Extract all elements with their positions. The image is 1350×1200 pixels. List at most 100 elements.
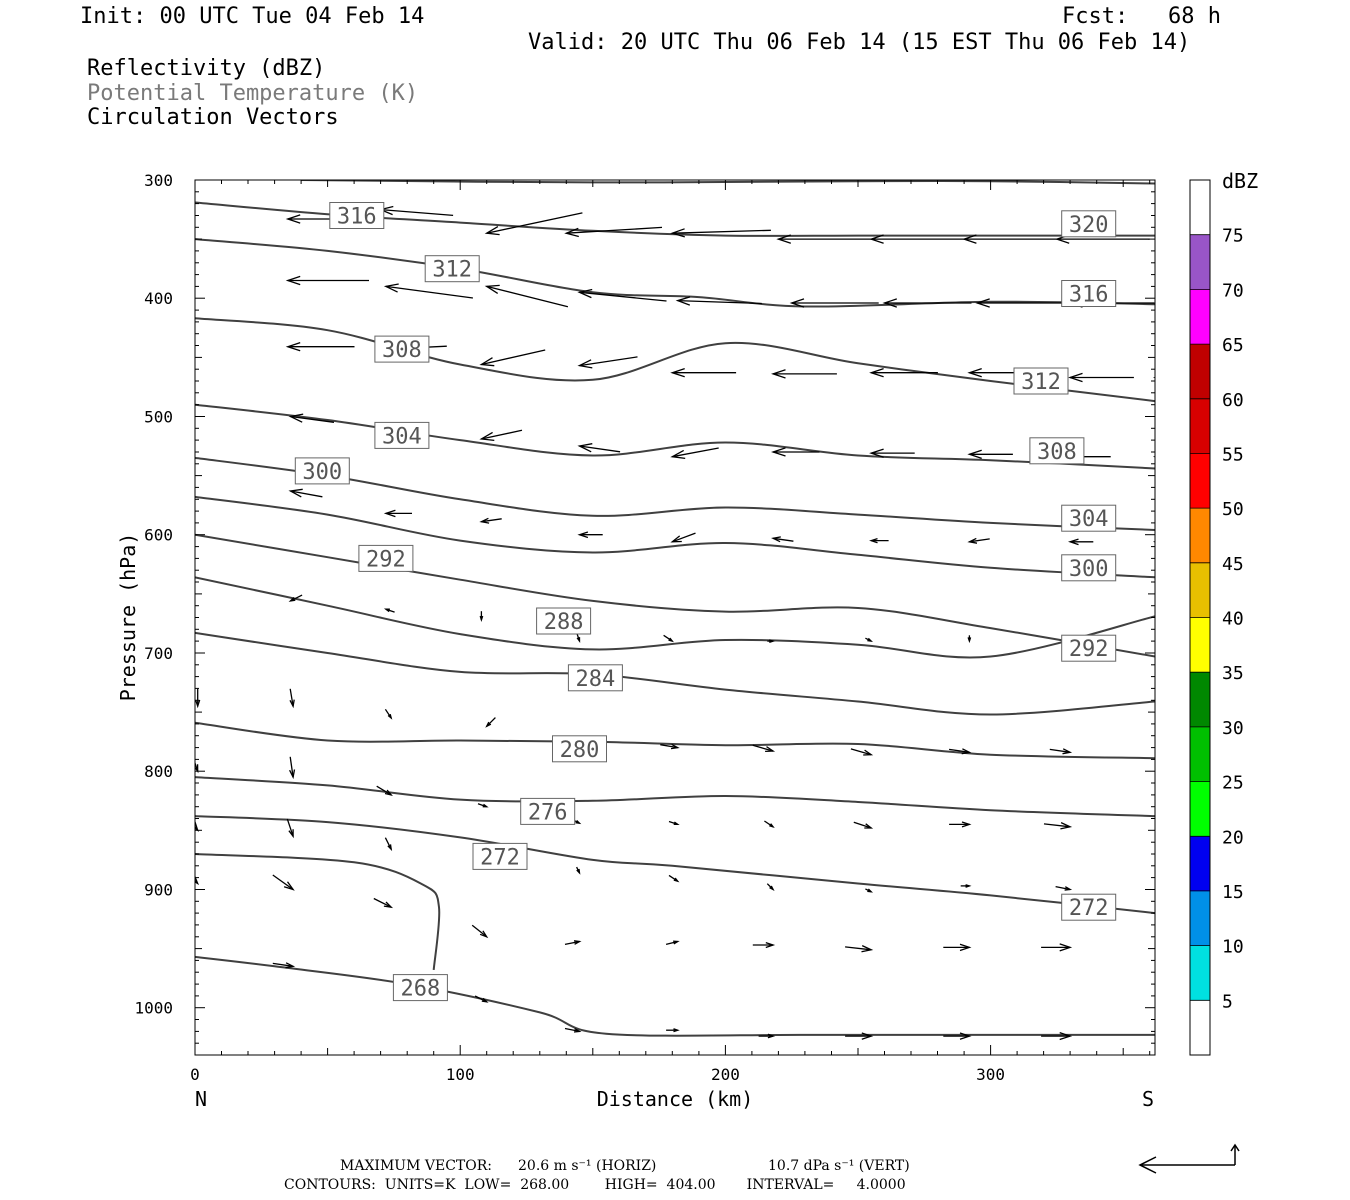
circulation-vector <box>1049 748 1073 755</box>
theta-contour-272 <box>195 815 1155 915</box>
circulation-vector <box>485 717 496 728</box>
vector-arrowhead <box>288 597 296 602</box>
theta-contour-288 <box>195 576 1155 659</box>
vector-arrowhead <box>769 885 775 891</box>
circulation-vector <box>285 341 355 352</box>
vector-arrowhead <box>387 844 393 852</box>
vector-shaft <box>384 837 392 850</box>
vector-arrowhead <box>576 637 581 644</box>
circulation-vector <box>949 748 972 755</box>
circulation-vector <box>960 884 972 888</box>
reference-vector-icon <box>1138 1143 1240 1174</box>
contour-label-text: 304 <box>1069 507 1109 532</box>
vector-shaft <box>579 445 621 453</box>
colorbar-title: dBZ <box>1222 169 1258 193</box>
vector-shaft <box>969 538 990 543</box>
vector-arrowhead <box>670 449 686 460</box>
theta-contour-308 <box>195 317 1155 403</box>
vector-shaft <box>481 349 546 366</box>
vector-shaft <box>1049 748 1071 753</box>
contour-label-text: 308 <box>1037 440 1077 465</box>
valid-time: Valid: 20 UTC Thu 06 Feb 14 (15 EST Thu … <box>528 30 1191 55</box>
contour-label-box <box>1061 280 1117 307</box>
vector-shaft <box>564 940 580 946</box>
vector-arrowhead <box>479 431 495 442</box>
contour-label-text: 272 <box>480 845 520 870</box>
vector-shaft <box>850 748 872 756</box>
circulation-vector <box>479 349 546 367</box>
vector-shaft <box>195 761 199 772</box>
circulation-vector <box>869 367 938 378</box>
vector-arrowhead <box>869 537 878 544</box>
vector-shaft <box>672 532 696 543</box>
contour-label-box <box>1061 634 1117 662</box>
vector-arrowhead <box>769 823 775 828</box>
vector-arrowhead <box>673 940 680 945</box>
vector-arrowhead <box>479 615 484 622</box>
contour-label-text: 272 <box>1069 896 1109 921</box>
circulation-vector <box>1068 372 1134 383</box>
circulation-vector <box>665 940 680 946</box>
circulation-vector <box>853 821 874 829</box>
circulation-vector <box>967 537 990 544</box>
colorbar-segment <box>1190 1000 1210 1056</box>
vector-arrowhead <box>484 226 500 236</box>
vector-arrowhead <box>1068 372 1083 383</box>
colorbar-label: 45 <box>1222 554 1244 575</box>
y-tick-label: 900 <box>144 881 173 900</box>
colorbar-label: 5 <box>1222 991 1233 1012</box>
circulation-vector <box>967 449 1013 460</box>
vector-arrowhead <box>288 488 303 498</box>
circulation-vector <box>670 228 771 238</box>
colorbar-label: 10 <box>1222 937 1244 958</box>
circulation-vector <box>272 874 295 891</box>
x-axis-title: Distance (km) <box>597 1087 754 1111</box>
vector-arrowhead <box>967 637 972 644</box>
vector-arrowhead <box>383 608 390 613</box>
circulation-vector <box>1041 1031 1073 1041</box>
contour-label-text: 308 <box>382 338 422 363</box>
plot-frame <box>194 179 1156 1056</box>
circulation-vector <box>764 820 775 828</box>
vector-arrowhead <box>789 298 805 308</box>
contour-label-box <box>329 202 385 229</box>
vector-arrowhead <box>882 298 898 308</box>
colorbar-segment <box>1190 180 1210 235</box>
vector-arrowhead <box>577 443 593 453</box>
circulation-vector <box>670 532 696 543</box>
circulation-vector <box>949 821 972 828</box>
vector-arrowhead <box>289 769 296 780</box>
vector-arrowhead <box>670 228 685 238</box>
circulation-vector <box>845 1032 874 1040</box>
circulation-vector <box>869 537 889 544</box>
vector-shaft <box>373 897 392 908</box>
vector-arrowhead <box>285 341 301 352</box>
contour-label-text: 316 <box>337 205 377 230</box>
circulation-vector <box>577 288 667 302</box>
vector-arrowhead <box>479 357 495 367</box>
vector-arrowhead <box>564 227 579 238</box>
vector-arrowhead <box>576 868 581 875</box>
vector-arrowhead <box>670 535 682 543</box>
circulation-vector <box>373 897 394 909</box>
contour-label-box <box>1061 893 1117 921</box>
colorbar-segment <box>1190 781 1210 837</box>
colorbar-label: 20 <box>1222 827 1244 848</box>
contour-label: 276 <box>520 797 576 825</box>
circulation-vector <box>272 962 296 969</box>
circulation-vector <box>663 634 674 643</box>
colorbar-segment <box>1190 726 1210 782</box>
circulation-vector <box>564 226 663 238</box>
colorbar-segment <box>1190 453 1210 509</box>
y-tick-label: 400 <box>144 289 173 308</box>
circulation-vector <box>474 995 489 1003</box>
vector-shaft <box>195 879 199 884</box>
circulation-vector <box>376 785 393 796</box>
circulation-vector <box>484 284 569 308</box>
contour-label-box <box>1061 504 1117 532</box>
vector-arrowhead <box>771 536 781 543</box>
vector-arrowhead <box>861 1032 874 1040</box>
circulation-vector <box>975 298 1065 308</box>
vector-arrowhead <box>195 699 201 709</box>
